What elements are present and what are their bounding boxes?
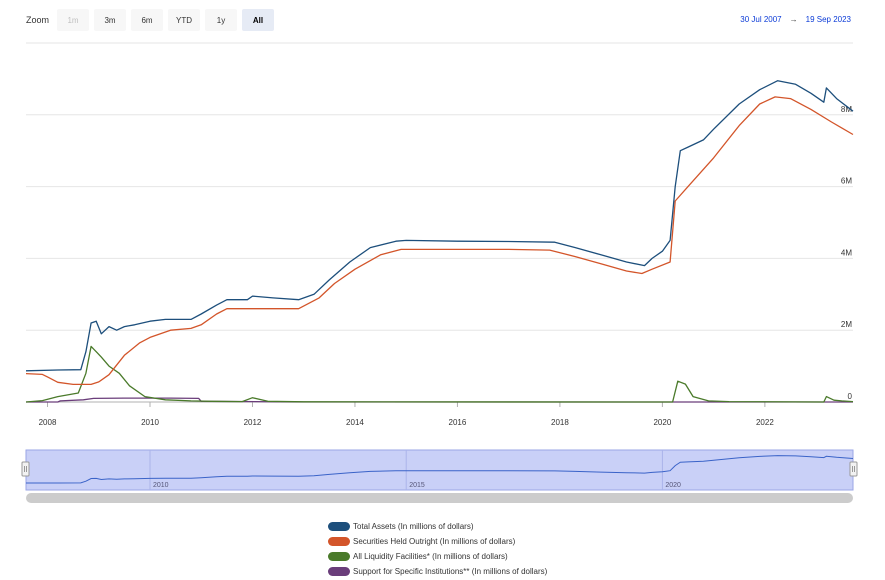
legend-label: Total Assets (In millions of dollars) (353, 522, 474, 531)
legend-label: Securities Held Outright (In millions of… (353, 537, 516, 546)
x-axis: 2008 2010 2012 2014 2016 2018 2020 2022 (39, 402, 774, 427)
zoom-label: Zoom (26, 15, 50, 25)
x-tick-label: 2022 (756, 418, 774, 427)
zoom-button-all[interactable]: All (242, 9, 275, 31)
navigator-handle-left[interactable] (21, 461, 30, 477)
date-range-to[interactable]: 19 Sep 2023 (805, 15, 851, 24)
navigator-tick-label: 2010 (153, 482, 169, 489)
navigator-tick-label: 2015 (409, 482, 425, 489)
x-tick-label: 2008 (39, 418, 57, 427)
series-line-liquidity[interactable] (25, 345, 854, 403)
legend-swatch-securities (328, 537, 350, 546)
date-range: 30 Jul 2007 → 19 Sep 2023 (740, 15, 851, 24)
y-tick-label: 0 (848, 392, 853, 401)
legend-item-liquidity[interactable]: All Liquidity Facilities* (In millions o… (328, 549, 547, 564)
zoom-button-ytd[interactable]: YTD (168, 9, 201, 31)
legend-swatch-support (328, 567, 350, 576)
x-tick-label: 2010 (141, 418, 159, 427)
navigator-handle-right[interactable] (849, 461, 858, 477)
grid-lines (26, 42, 853, 403)
range-selector: Zoom 1m 3m 6m YTD 1y All (26, 9, 279, 31)
legend-swatch-total-assets (328, 522, 350, 531)
legend-swatch-liquidity (328, 552, 350, 561)
y-tick-label: 8M (841, 105, 852, 114)
navigator-ticks: 2010 2015 2020 (149, 450, 681, 490)
series-lines (25, 80, 854, 403)
y-tick-label: 2M (841, 320, 852, 329)
zoom-button-1y[interactable]: 1y (205, 9, 238, 31)
zoom-button-3m[interactable]: 3m (94, 9, 127, 31)
x-tick-label: 2016 (449, 418, 467, 427)
navigator[interactable]: 2010 2015 2020 (21, 449, 858, 491)
navigator-window[interactable] (25, 449, 854, 491)
date-range-from[interactable]: 30 Jul 2007 (740, 15, 782, 24)
scrollbar-track[interactable] (26, 493, 853, 503)
y-axis: 0 2M 4M 6M 8M (841, 105, 853, 401)
series-line-total-assets[interactable] (25, 80, 854, 372)
legend-item-securities[interactable]: Securities Held Outright (In millions of… (328, 534, 547, 549)
y-tick-label: 6M (841, 177, 852, 186)
y-tick-label: 4M (841, 248, 852, 257)
zoom-button-6m[interactable]: 6m (131, 9, 164, 31)
legend: Total Assets (In millions of dollars) Se… (328, 519, 547, 579)
x-tick-label: 2018 (551, 418, 569, 427)
x-tick-label: 2014 (346, 418, 364, 427)
navigator-tick-label: 2020 (665, 482, 681, 489)
x-tick-label: 2020 (653, 418, 671, 427)
date-range-arrow: → (789, 15, 798, 24)
legend-item-support[interactable]: Support for Specific Institutions** (In … (328, 564, 547, 579)
x-tick-label: 2012 (244, 418, 262, 427)
legend-label: Support for Specific Institutions** (In … (353, 567, 548, 576)
navigator-series-line (26, 455, 854, 484)
zoom-button-1m[interactable]: 1m (57, 9, 90, 31)
legend-item-total-assets[interactable]: Total Assets (In millions of dollars) (328, 519, 547, 534)
series-line-securities[interactable] (25, 96, 854, 386)
legend-label: All Liquidity Facilities* (In millions o… (353, 552, 508, 561)
